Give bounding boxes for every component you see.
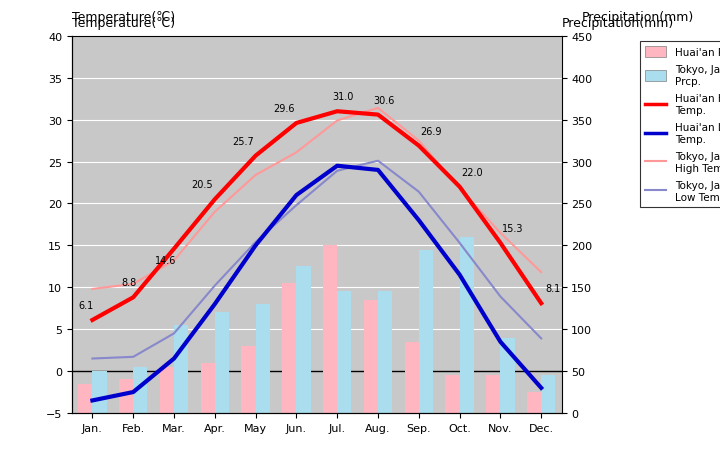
Bar — [92, 371, 107, 413]
Text: Precipitation(mm): Precipitation(mm) — [582, 11, 694, 24]
Bar — [297, 267, 310, 413]
Bar — [133, 367, 148, 413]
Bar — [419, 250, 433, 413]
Bar — [256, 304, 270, 413]
Bar — [215, 313, 229, 413]
Bar — [500, 338, 515, 413]
Bar — [486, 375, 500, 413]
Bar — [459, 237, 474, 413]
Bar — [364, 300, 378, 413]
Bar — [78, 384, 92, 413]
Text: 20.5: 20.5 — [192, 180, 213, 190]
Text: 26.9: 26.9 — [420, 126, 442, 136]
Text: 8.8: 8.8 — [122, 278, 137, 288]
Bar — [445, 375, 459, 413]
Bar — [282, 284, 297, 413]
Legend: Huai'an Prcp., Tokyo, Japan
Prcp., Huai'an High
Temp., Huai'an Low
Temp., Tokyo,: Huai'an Prcp., Tokyo, Japan Prcp., Huai'… — [640, 42, 720, 207]
Bar — [405, 342, 419, 413]
Bar — [541, 375, 555, 413]
Text: 22.0: 22.0 — [461, 167, 482, 177]
Text: 31.0: 31.0 — [333, 92, 354, 102]
Bar — [119, 380, 133, 413]
Text: 30.6: 30.6 — [374, 95, 395, 105]
Text: 29.6: 29.6 — [274, 104, 295, 114]
Bar — [527, 392, 541, 413]
Bar — [174, 325, 189, 413]
Bar — [200, 363, 215, 413]
Bar — [337, 292, 351, 413]
Text: 25.7: 25.7 — [233, 136, 254, 146]
Bar — [241, 346, 256, 413]
Text: 6.1: 6.1 — [78, 300, 94, 310]
Text: Precipitation(mm): Precipitation(mm) — [562, 17, 674, 30]
Bar — [378, 292, 392, 413]
Text: Temperature(℃): Temperature(℃) — [72, 11, 175, 24]
Bar — [160, 367, 174, 413]
Text: Temperature(℃): Temperature(℃) — [72, 17, 175, 30]
Text: 8.1: 8.1 — [546, 284, 561, 293]
Text: 15.3: 15.3 — [502, 223, 523, 233]
Bar — [323, 246, 337, 413]
Text: 14.6: 14.6 — [155, 256, 176, 266]
